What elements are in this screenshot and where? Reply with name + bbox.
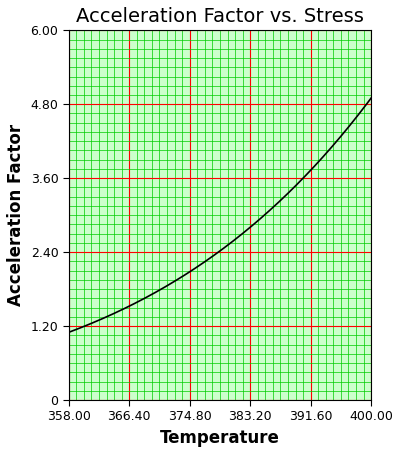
X-axis label: Temperature: Temperature: [160, 429, 280, 447]
Y-axis label: Acceleration Factor: Acceleration Factor: [7, 124, 25, 306]
Title: Acceleration Factor vs. Stress: Acceleration Factor vs. Stress: [76, 7, 364, 26]
